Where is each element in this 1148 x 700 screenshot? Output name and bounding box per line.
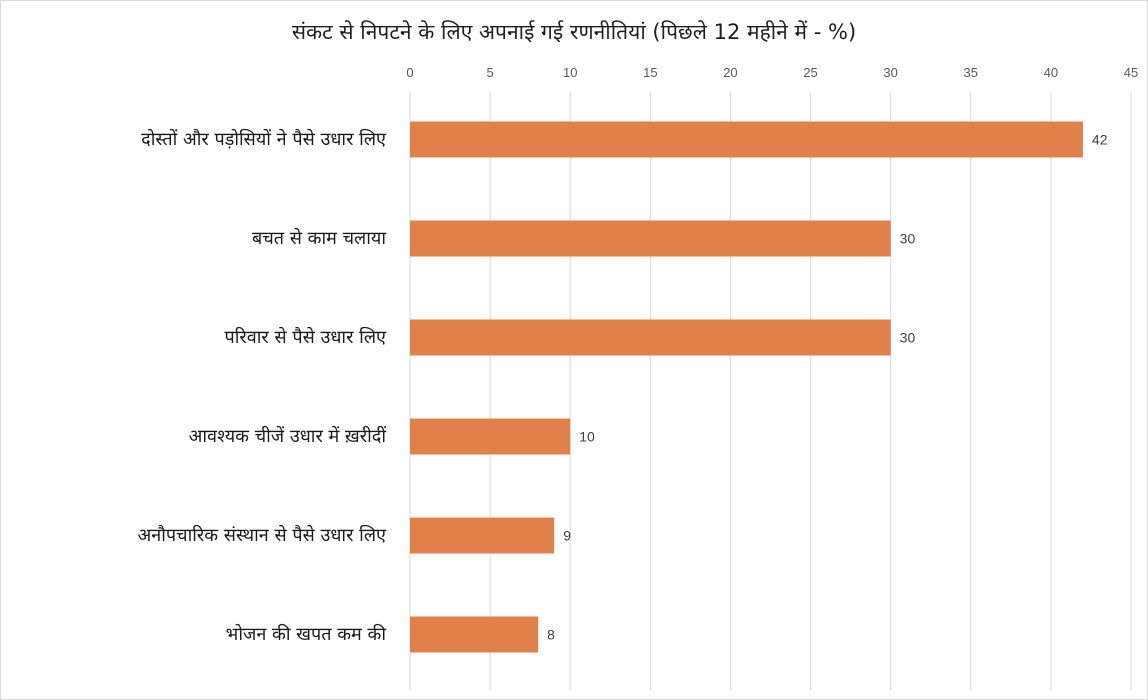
bar (410, 121, 1083, 158)
category-label: परिवार से पैसे उधार लिए (224, 326, 387, 348)
bar (410, 517, 555, 554)
gridlines (409, 92, 1132, 690)
bar (410, 418, 571, 455)
data-label: 9 (563, 528, 571, 544)
bar (410, 616, 539, 653)
x-tick-label: 5 (486, 65, 493, 80)
x-tick-label: 35 (964, 65, 978, 80)
x-tick-label: 30 (883, 65, 897, 80)
x-tick-label: 0 (406, 65, 413, 80)
bar (410, 220, 891, 257)
x-tick-label: 10 (563, 65, 577, 80)
x-tick-label: 15 (643, 65, 657, 80)
data-label: 30 (900, 330, 916, 346)
x-tick-label: 20 (723, 65, 737, 80)
data-label: 8 (547, 627, 555, 643)
x-axis-ticks: 0 5 10 15 20 25 30 35 40 45 (406, 65, 1138, 80)
category-label: अनौपचारिक संस्थान से पैसे उधार लिए (138, 524, 388, 546)
data-label: 10 (579, 429, 595, 445)
x-tick-label: 25 (803, 65, 817, 80)
category-labels: दोस्तों और पड़ोसियों ने पैसे उधार लिए बचत… (138, 128, 388, 645)
data-label: 30 (900, 231, 916, 247)
category-label: बचत से काम चलाया (252, 227, 386, 249)
bar (410, 319, 891, 356)
bars (410, 121, 1083, 653)
category-label: दोस्तों और पड़ोसियों ने पैसे उधार लिए (141, 128, 387, 150)
x-tick-label: 45 (1124, 65, 1138, 80)
category-label: भोजन की खपत कम की (226, 623, 387, 645)
x-tick-label: 40 (1044, 65, 1058, 80)
chart-title: संकट से निपटने के लिए अपनाई गई रणनीतियां… (291, 20, 857, 44)
category-label: आवश्यक चीजें उधार में ख़रीदीं (189, 425, 387, 447)
data-label: 42 (1092, 132, 1108, 148)
data-labels: 42 30 30 10 9 8 (547, 132, 1108, 643)
